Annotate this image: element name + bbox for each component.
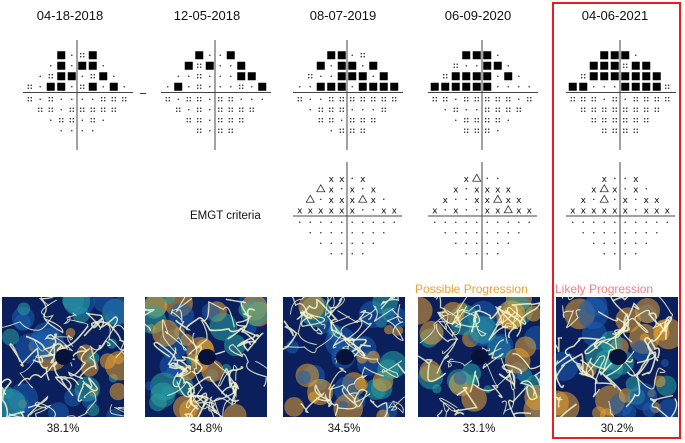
pattern-deviation-plot-4 [428,40,538,150]
pattern-deviation-plot-3 [293,40,403,150]
svg-text:x: x [464,175,470,185]
svg-text:x: x [623,206,629,216]
svg-text:x: x [506,185,512,195]
svg-text:x: x [329,196,335,206]
svg-text:x: x [591,185,597,195]
svg-text:x: x [392,206,398,216]
perfusion-map-image-1 [2,297,124,417]
emgt-plot-4: xx x x x xx x x x xx x x x x x [428,162,537,270]
pattern-deviation-plot-2 [161,40,271,150]
svg-text:x: x [381,206,387,216]
svg-text:x: x [329,175,335,185]
exam-date-4: 06-09-2020 [444,8,512,23]
perfusion-map-image-2 [145,297,267,417]
svg-text:x: x [654,206,660,216]
latest-exam-highlight [552,2,681,439]
emgt-criteria-label: EMGT criteria [190,210,261,222]
svg-text:x: x [495,185,501,195]
svg-text:x: x [339,196,345,206]
exam-date-2: 12-05-2018 [173,8,241,23]
svg-text:x: x [527,206,533,216]
svg-text:x: x [360,175,366,185]
svg-text:x: x [350,206,356,216]
svg-text:x: x [591,206,597,216]
svg-text:x: x [329,185,335,195]
svg-text:x: x [329,206,335,216]
exam-date-1: 04-18-2018 [36,8,104,23]
svg-text:x: x [570,206,576,216]
perfusion-map-image-5 [556,297,678,417]
exam-date-3: 08-07-2019 [309,8,377,23]
svg-text:x: x [623,196,629,206]
possible-progression-label: Possible Progression [415,282,528,296]
perfusion-value-4: 33.1% [462,423,496,435]
perfusion-value-3: 34.5% [327,423,361,435]
svg-text:x: x [485,196,491,206]
svg-text:x: x [581,206,587,216]
svg-text:x: x [506,196,512,206]
perfusion-value-1: 38.1% [46,423,80,435]
pattern-deviation-plot-1 [23,40,133,150]
perfusion-value-5: 30.2% [600,423,634,435]
emgt-plot-5: x xx x xx x x xx x x x x x x x x [566,162,675,270]
svg-text:x: x [339,206,345,216]
exam-date-5: 04-06-2021 [581,8,649,23]
svg-text:x: x [297,206,303,216]
svg-text:x: x [474,185,480,195]
svg-text:x: x [371,196,377,206]
svg-text:x: x [633,185,639,195]
svg-text:x: x [350,196,356,206]
svg-text:x: x [339,175,345,185]
svg-text:x: x [665,206,671,216]
svg-text:x: x [308,206,314,216]
svg-text:x: x [453,185,459,195]
svg-text:x: x [516,206,522,216]
pattern-deviation-plot-5 [566,40,676,150]
emgt-plot-3: x x xx x xx x x xx x x x x x x x [293,162,402,270]
svg-text:x: x [581,196,587,206]
svg-text:x: x [516,196,522,206]
svg-text:x: x [612,206,618,216]
svg-text:x: x [602,206,608,216]
svg-text:x: x [654,196,660,206]
svg-text:x: x [644,206,650,216]
svg-text:x: x [495,206,501,216]
perfusion-map-image-3 [283,297,405,417]
svg-text:x: x [633,175,639,185]
perfusion-value-2: 34.8% [189,423,223,435]
svg-text:x: x [371,185,377,195]
svg-text:x: x [485,185,491,195]
svg-text:x: x [474,196,480,206]
divider-mark [140,93,146,94]
svg-text:x: x [485,206,491,216]
svg-text:x: x [432,206,438,216]
svg-text:x: x [453,206,459,216]
svg-text:x: x [602,175,608,185]
likely-progression-label: Likely Progression [555,282,654,296]
perfusion-map-image-4 [418,297,540,417]
svg-text:x: x [318,206,324,216]
svg-text:x: x [443,196,449,206]
svg-text:x: x [644,196,650,206]
svg-text:x: x [612,185,618,195]
svg-text:x: x [350,185,356,195]
